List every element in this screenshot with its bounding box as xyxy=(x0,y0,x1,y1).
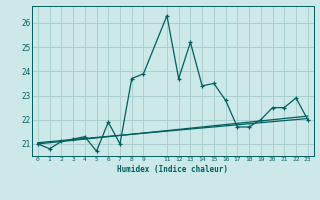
X-axis label: Humidex (Indice chaleur): Humidex (Indice chaleur) xyxy=(117,165,228,174)
